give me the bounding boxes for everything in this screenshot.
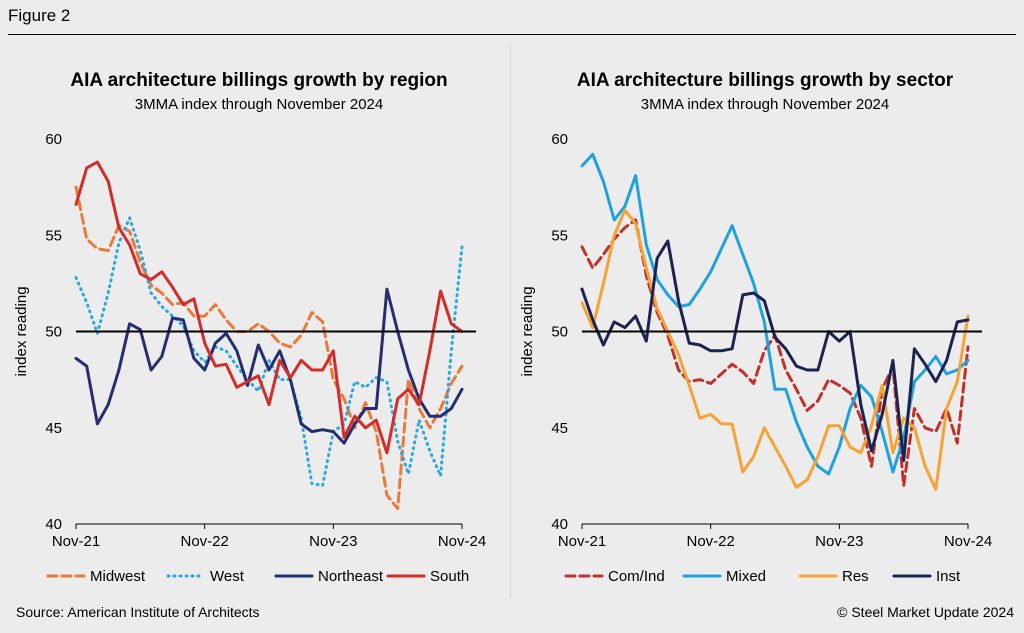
source-note: Source: American Institute of Architects — [16, 604, 260, 620]
y-tick-label: 55 — [551, 227, 568, 244]
x-tick-label: Nov-23 — [309, 533, 357, 550]
y-tick-label: 50 — [45, 324, 62, 341]
series-line-inst — [580, 239, 970, 462]
chart-subtitle: 3MMA index through November 2024 — [134, 96, 384, 113]
legend-label: Com/Ind — [608, 568, 665, 585]
legend-label: Inst — [936, 568, 961, 585]
y-axis-label: index reading — [519, 286, 536, 376]
series-line-northeast — [74, 287, 464, 445]
legend-label: Mixed — [726, 568, 766, 585]
x-tick-label: Nov-21 — [52, 533, 100, 550]
x-tick-label: Nov-24 — [944, 533, 992, 550]
y-tick-label: 40 — [45, 516, 62, 533]
region-chart-panel: AIA architecture billings growth by regi… — [8, 44, 511, 598]
series-line-west — [74, 216, 464, 487]
chart-title: AIA architecture billings growth by sect… — [576, 70, 954, 91]
region-chart: index reading 40 45 50 55 60 Nov-21 Nov-22 Nov-2… — [13, 131, 486, 585]
series-line-south — [74, 160, 464, 455]
chart-subtitle: 3MMA index through November 2024 — [640, 96, 890, 113]
y-axis-label: index reading — [13, 286, 30, 376]
series-line-mixed — [580, 152, 970, 476]
x-tick-label: Nov-23 — [815, 533, 863, 550]
x-tick-label: Nov-21 — [558, 533, 606, 550]
x-tick-label: Nov-24 — [438, 533, 486, 550]
figure-label: Figure 2 — [8, 6, 71, 25]
legend-label: South — [430, 568, 469, 585]
legend-label: Northeast — [318, 568, 384, 585]
x-tick-label: Nov-22 — [180, 533, 228, 550]
y-tick-label: 45 — [551, 420, 568, 437]
y-tick-label: 60 — [551, 131, 568, 148]
y-tick-label: 55 — [45, 227, 62, 244]
legend-label: Res — [842, 568, 869, 585]
x-tick-label: Nov-22 — [686, 533, 734, 550]
y-tick-label: 50 — [551, 324, 568, 341]
copyright-note: © Steel Market Update 2024 — [837, 604, 1014, 620]
y-tick-label: 40 — [551, 516, 568, 533]
sector-chart-panel: AIA architecture billings growth by sect… — [514, 44, 1016, 598]
y-tick-label: 60 — [45, 131, 62, 148]
y-tick-label: 45 — [45, 420, 62, 437]
sector-chart: index reading 40 45 50 55 60 Nov-21 Nov-22 Nov-2… — [519, 131, 992, 585]
header-divider — [8, 34, 1016, 35]
legend-label: Midwest — [90, 568, 146, 585]
legend-label: West — [210, 568, 245, 585]
series-line-res — [580, 208, 970, 491]
chart-title: AIA architecture billings growth by regi… — [70, 70, 448, 91]
